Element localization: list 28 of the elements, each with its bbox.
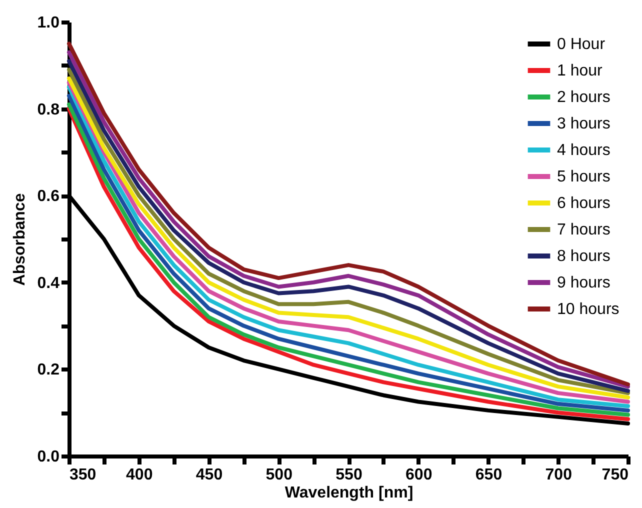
legend-label: 4 hours xyxy=(557,142,610,159)
x-axis-title: Wavelength [nm] xyxy=(284,484,414,502)
x-tick-label: 600 xyxy=(406,466,432,484)
x-tick-label: 350 xyxy=(70,466,96,484)
legend-label: 7 hours xyxy=(557,222,610,238)
x-tick-label: 400 xyxy=(126,466,153,484)
y-tick-label: 0.0 xyxy=(37,448,60,466)
x-tick-label: 650 xyxy=(475,466,502,484)
legend-label: 8 hours xyxy=(557,248,610,265)
legend-label: 9 hours xyxy=(557,274,610,292)
legend-label: 0 Hour xyxy=(557,36,606,53)
y-tick-label: 0.4 xyxy=(37,274,60,292)
legend-label: 2 hours xyxy=(557,89,610,106)
y-axis-title: Absorbance xyxy=(11,193,28,286)
y-tick-label: 0.2 xyxy=(37,362,60,379)
x-tick-label: 550 xyxy=(336,466,362,484)
x-tick-label: 450 xyxy=(196,466,223,484)
x-tick-label: 700 xyxy=(545,466,572,484)
x-tick-label: 750 xyxy=(602,466,629,484)
legend-label: 3 hours xyxy=(557,116,610,132)
y-tick-label: 0.8 xyxy=(37,101,60,118)
legend-label: 1 hour xyxy=(557,62,604,80)
y-tick-label: 0.6 xyxy=(37,188,60,206)
legend-label: 6 hours xyxy=(557,195,610,212)
legend-label: 10 hours xyxy=(557,301,620,318)
y-tick-label: 1.0 xyxy=(37,14,60,32)
x-tick-label: 500 xyxy=(266,466,293,484)
legend-label: 5 hours xyxy=(557,168,610,186)
